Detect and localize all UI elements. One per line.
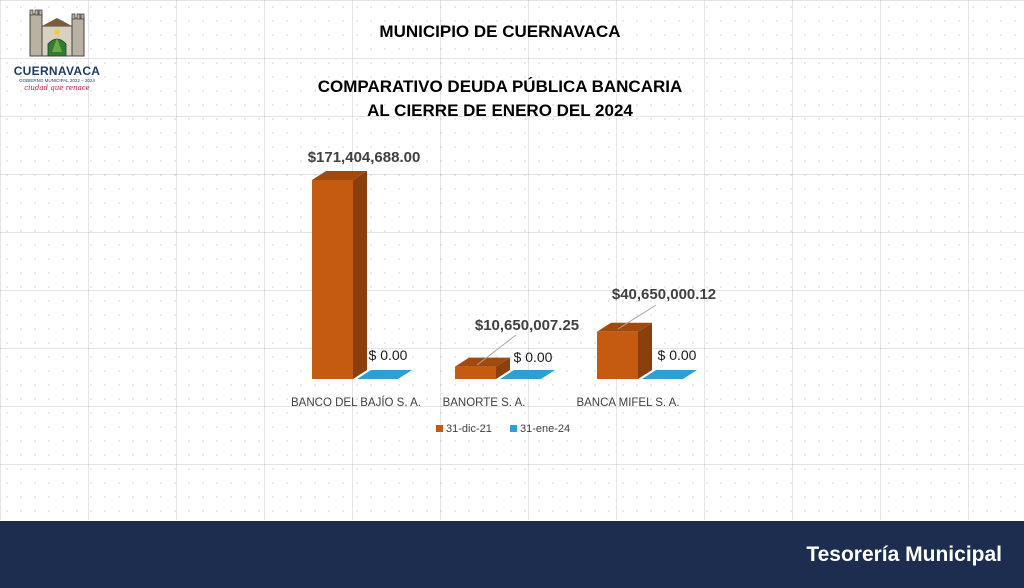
leader-line [617, 304, 657, 330]
logo-slogan: ciudad que renace [24, 84, 90, 92]
data-label: $40,650,000.12 [612, 286, 716, 303]
category-label: BANCA MIFEL S. A. [576, 397, 679, 409]
background-grid [0, 0, 1024, 520]
bar-flat [500, 370, 555, 379]
bar-chart: BANCO DEL BAJÍO S. A. BANORTE S. A. BANCA … [291, 149, 716, 435]
data-label: $10,650,007.25 [475, 317, 579, 334]
bar-top [312, 171, 367, 180]
bar-flat [642, 370, 697, 379]
bar-front [455, 366, 496, 379]
bar-side [496, 357, 510, 379]
bar-front [312, 180, 353, 379]
logo-subtitle: GOBIERNO MUNICIPAL 2022 – 2024 [19, 78, 95, 83]
legend-swatch [436, 425, 443, 432]
data-label: $171,404,688.00 [308, 149, 421, 166]
legend-label: 31-ene-24 [520, 423, 570, 435]
category-label: BANORTE S. A. [443, 397, 526, 409]
bar-side [353, 171, 367, 379]
footer-bar: Tesorería Municipal [0, 521, 1024, 588]
footer-title: Tesorería Municipal [806, 543, 1002, 566]
background-pattern [0, 0, 1024, 520]
category-label: BANCO DEL BAJÍO S. A. [291, 396, 421, 409]
bar-top [455, 357, 510, 367]
data-label: $ 0.00 [658, 347, 697, 363]
legend-label: 31-dic-21 [446, 423, 492, 435]
data-label: $ 0.00 [369, 347, 408, 363]
data-label: $ 0.00 [514, 349, 553, 365]
cuernavaca-logo: CUERNAVACA GOBIERNO MUNICIPAL 2022 – 202… [8, 8, 106, 92]
chart-title-line2: AL CIERRE DE ENERO DEL 2024 [367, 101, 633, 120]
legend-swatch [510, 425, 517, 432]
bar-top [597, 322, 652, 332]
bar-flat [357, 370, 412, 379]
bar-front [597, 331, 638, 379]
logo-name: CUERNAVACA [13, 64, 101, 78]
municipality-title: MUNICIPIO DE CUERNAVACA [379, 22, 621, 41]
chart-title-line1: COMPARATIVO DEUDA PÚBLICA BANCARIA [317, 77, 683, 96]
castle-emblem-icon [29, 9, 85, 57]
leader-line [476, 334, 517, 366]
bar-side [638, 322, 652, 379]
